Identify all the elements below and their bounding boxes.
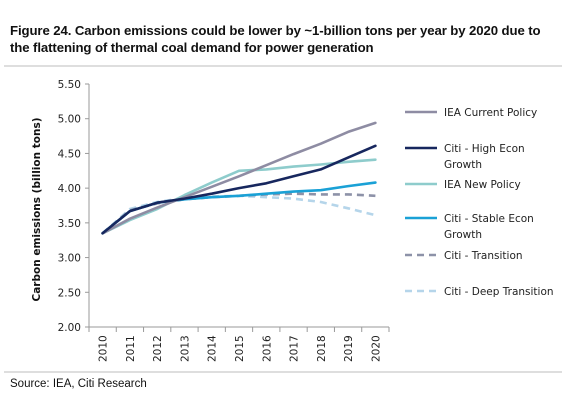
x-tick-label: 2019 [343,335,355,362]
x-tick-label: 2018 [316,335,328,362]
y-tick-label: 4.00 [58,183,81,195]
y-tick-label: 2.00 [58,322,81,334]
y-tick-label: 3.00 [58,253,81,265]
axes-layer: 2.00 2.50 3.00 3.50 4.00 4.50 5.00 5.50 2010 2011… [31,79,390,362]
legend-label: Citi - High Econ Growth [444,143,525,171]
legend-label: IEA New Policy [444,179,521,191]
source-note: Source: IEA, Citi Research [10,378,147,390]
y-axis-title: Carbon emissions (billion tons) [31,118,43,302]
x-tick-label: 2015 [234,335,246,362]
x-tick-label: 2010 [98,335,110,362]
legend-label: Citi - Deep Transition [444,286,554,298]
figure-title: Figure 24. Carbon emissions could be low… [10,23,541,55]
x-tick-label: 2012 [152,335,164,362]
y-tick-label: 5.00 [58,114,81,126]
x-tick-label: 2013 [179,335,191,362]
legend-label: IEA Current Policy [444,107,537,119]
x-tick-label: 2016 [261,335,273,362]
series-line-citi-high-econ-growth [101,144,377,235]
series-line-iea-current-policy [101,121,377,235]
x-tick-label: 2017 [289,335,301,362]
series-layer [101,121,377,235]
y-tick-label: 2.50 [58,287,81,299]
x-tick-label: 2014 [207,335,219,362]
y-tick-label: 3.50 [58,218,81,230]
legend-label: Citi - Transition [444,250,523,262]
x-tick-label: 2011 [125,335,137,362]
y-tick-label: 5.50 [58,79,81,91]
y-tick-label: 4.50 [58,148,81,160]
x-tick-label: 2020 [370,335,382,362]
legend-label: Citi - Stable Econ Growth [444,213,534,241]
legend-layer: IEA Current Policy Citi - High Econ Growth… [405,107,554,298]
